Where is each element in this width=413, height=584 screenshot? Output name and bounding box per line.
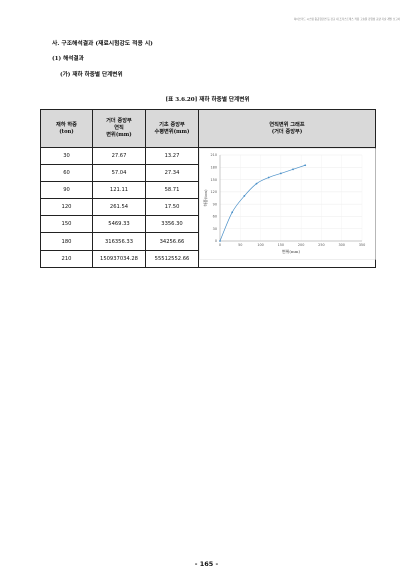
data-point (243, 195, 246, 197)
section-title: 사. 구조해석결과 (재료시험강도 적용 시) (52, 41, 153, 47)
cell-load: 90 (40, 181, 93, 200)
cell-horizontal-displacement: 58.71 (145, 181, 199, 200)
x-tick-label: 100 (257, 243, 263, 247)
y-axis-label: 하중(ton) (202, 189, 208, 207)
cell-vertical-displacement: 150937034.28 (92, 249, 146, 268)
page-number: - 165 - (194, 560, 219, 568)
chart-cell: 0 30 60 90 120 150 180 210 0 50 100 150 200 250 300 350… (198, 147, 376, 268)
data-point (267, 176, 270, 179)
cell-load: 150 (40, 215, 93, 234)
table-row: 60 57.04 27.34 (40, 164, 376, 183)
cell-vertical-displacement: 27.67 (92, 146, 146, 166)
cell-horizontal-displacement: 55512552.66 (145, 249, 199, 268)
running-header: 하이브리드 시스템 중공형단면 등 강교 내 프리스트레스 적용 고효율 강합성… (293, 18, 400, 21)
subsubsection-title: (가) 재하 하중별 단계변위 (60, 72, 123, 78)
data-point (255, 182, 258, 185)
cell-horizontal-displacement: 3356.30 (145, 215, 199, 234)
cell-load: 180 (40, 232, 93, 251)
cell-vertical-displacement: 121.11 (92, 181, 146, 200)
x-tick-label: 250 (318, 243, 324, 247)
table-row: 210 150937034.28 55512552.66 (40, 249, 376, 268)
displacement-chart: 0 30 60 90 120 150 180 210 0 50 100 150 200 250 300 350… (199, 148, 376, 260)
table-row: 120 261.54 17.50 (40, 198, 376, 217)
x-tick-label: 50 (238, 243, 242, 247)
table-caption: [표 3.6.20] 재하 하중별 단계변위 (165, 97, 250, 103)
y-tick-label: 90 (213, 202, 217, 206)
header-vertical-displacement: 거더 중앙부 연직 변위(mm) (92, 109, 146, 148)
table-row: 180 316356.33 34256.66 (40, 232, 376, 251)
cell-vertical-displacement: 57.04 (92, 164, 146, 183)
x-tick-label: 350 (359, 243, 365, 247)
y-tick-label: 30 (213, 227, 217, 231)
y-tick-label: 180 (211, 165, 217, 169)
cell-horizontal-displacement: 13.27 (145, 146, 199, 166)
data-point (292, 168, 294, 171)
x-tick-label: 0 (219, 243, 221, 247)
cell-horizontal-displacement: 34256.66 (145, 232, 199, 251)
cell-load: 210 (40, 249, 93, 268)
y-tick-label: 0 (215, 239, 217, 243)
header-horizontal-displacement: 기초 중앙부 수평변위(mm) (145, 109, 199, 148)
cell-load: 30 (40, 146, 93, 166)
data-point (304, 164, 307, 167)
table-row: 30 27.67 13.27 0 30 60 90 120 150 180 210 0 50 100 150… (40, 146, 376, 268)
header-load: 재하 하중 (ton) (40, 109, 93, 148)
y-tick-label: 120 (211, 190, 217, 194)
data-point (279, 172, 282, 175)
x-tick-label: 300 (338, 243, 344, 247)
cell-horizontal-displacement: 27.34 (145, 164, 199, 183)
y-tick-label: 150 (211, 178, 217, 182)
x-tick-label: 150 (278, 243, 284, 247)
table-row: 150 5469.33 3356.30 (40, 215, 376, 234)
y-tick-label: 210 (211, 153, 217, 157)
y-tick-label: 60 (213, 215, 217, 219)
x-axis-label: 변위(mm) (282, 248, 301, 254)
cell-horizontal-displacement: 17.50 (145, 198, 199, 217)
data-point (219, 240, 221, 242)
displacement-table: 재하 하중 (ton) 거더 중앙부 연직 변위(mm) 기초 중앙부 수평변위(mm)… (40, 109, 376, 268)
data-point (231, 211, 234, 214)
cell-load: 60 (40, 164, 93, 183)
series-line (219, 164, 306, 242)
header-graph: 연직변위 그래프 (거더 중앙부) (198, 109, 376, 148)
cell-vertical-displacement: 261.54 (92, 198, 146, 217)
cell-load: 120 (40, 198, 93, 217)
x-tick-label: 200 (298, 243, 304, 247)
cell-vertical-displacement: 316356.33 (92, 232, 146, 251)
subsection-title: (1) 해석결과 (52, 56, 84, 62)
table-header-row: 재하 하중 (ton) 거더 중앙부 연직 변위(mm) 기초 중앙부 수평변위(mm)… (40, 109, 376, 148)
cell-vertical-displacement: 5469.33 (92, 215, 146, 234)
